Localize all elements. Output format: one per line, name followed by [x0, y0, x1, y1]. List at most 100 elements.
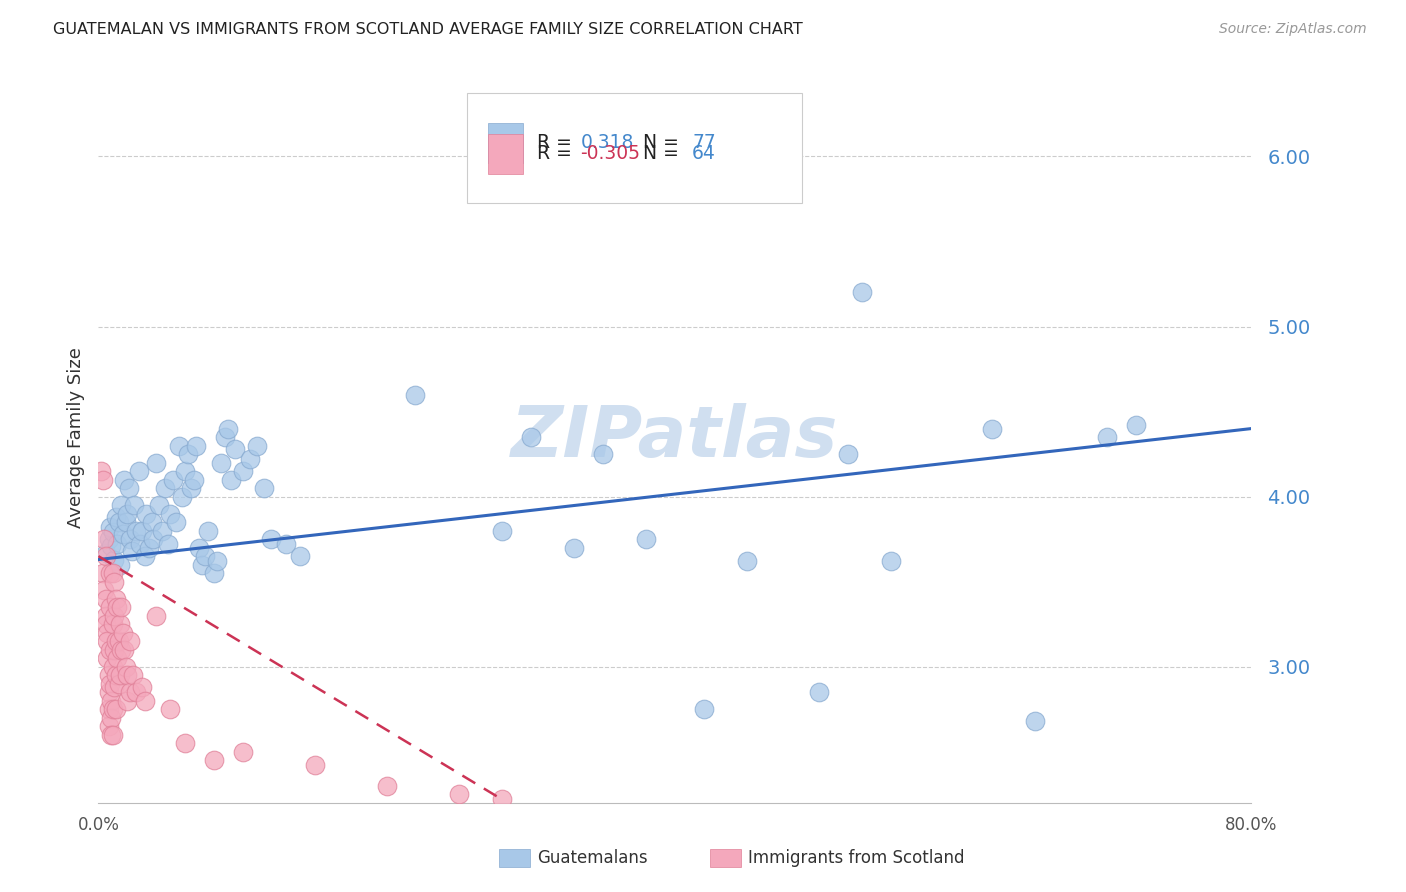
Point	[104, 668, 127, 682]
Point	[188, 541, 211, 555]
Point	[375, 779, 398, 793]
Point	[214, 430, 236, 444]
Point	[105, 600, 128, 615]
Point	[104, 510, 127, 524]
Point	[880, 554, 903, 568]
Point	[110, 498, 132, 512]
Point	[231, 464, 254, 478]
Text: ZIPatlas: ZIPatlas	[512, 402, 838, 472]
Point	[131, 680, 153, 694]
Text: 77: 77	[692, 133, 716, 153]
Point	[94, 591, 117, 606]
Point	[107, 677, 129, 691]
Point	[125, 685, 148, 699]
Point	[837, 447, 859, 461]
Point	[120, 685, 142, 699]
Point	[128, 464, 150, 478]
Text: 0.318: 0.318	[581, 133, 634, 153]
Point	[104, 702, 127, 716]
Point	[111, 527, 134, 541]
Point	[562, 541, 585, 555]
Point	[253, 481, 276, 495]
Point	[94, 549, 117, 563]
Point	[191, 558, 214, 572]
Point	[117, 507, 139, 521]
Point	[125, 524, 148, 538]
Point	[103, 608, 125, 623]
Point	[122, 668, 145, 682]
Point	[145, 456, 167, 470]
Point	[93, 583, 115, 598]
Point	[150, 524, 173, 538]
Point	[156, 537, 179, 551]
Point	[851, 285, 873, 300]
Point	[117, 694, 139, 708]
Point	[491, 524, 513, 538]
Point	[98, 566, 121, 581]
FancyBboxPatch shape	[488, 134, 523, 174]
Point	[101, 566, 124, 581]
Point	[96, 625, 118, 640]
Text: N =: N =	[631, 145, 685, 163]
Point	[153, 481, 176, 495]
Point	[447, 787, 470, 801]
Point	[90, 464, 112, 478]
FancyBboxPatch shape	[488, 122, 523, 163]
Text: GUATEMALAN VS IMMIGRANTS FROM SCOTLAND AVERAGE FAMILY SIZE CORRELATION CHART: GUATEMALAN VS IMMIGRANTS FROM SCOTLAND A…	[53, 22, 803, 37]
Point	[105, 651, 128, 665]
Point	[103, 680, 125, 694]
Point	[101, 659, 124, 673]
Point	[112, 642, 135, 657]
Point	[97, 668, 120, 682]
Point	[112, 473, 135, 487]
Point	[239, 452, 262, 467]
Point	[177, 447, 200, 461]
Point	[94, 546, 117, 560]
Point	[103, 552, 125, 566]
Point	[636, 532, 658, 546]
Point	[120, 532, 142, 546]
Point	[162, 473, 184, 487]
Point	[110, 600, 132, 615]
Point	[97, 719, 120, 733]
Point	[103, 574, 125, 589]
Point	[405, 387, 427, 401]
Point	[108, 617, 131, 632]
Point	[197, 524, 219, 538]
Text: R =: R =	[537, 133, 578, 153]
Point	[209, 456, 232, 470]
Text: Source: ZipAtlas.com: Source: ZipAtlas.com	[1219, 22, 1367, 37]
Point	[105, 537, 128, 551]
Point	[101, 728, 124, 742]
Point	[96, 634, 118, 648]
Point	[108, 668, 131, 682]
Point	[114, 659, 136, 673]
Point	[134, 694, 156, 708]
Point	[231, 745, 254, 759]
Point	[100, 694, 122, 708]
FancyBboxPatch shape	[467, 94, 801, 203]
Point	[592, 447, 614, 461]
Point	[159, 507, 181, 521]
Point	[91, 566, 114, 581]
Point	[120, 634, 142, 648]
Point	[219, 473, 242, 487]
Point	[735, 554, 758, 568]
Point	[129, 537, 152, 551]
Point	[202, 566, 225, 581]
Point	[174, 464, 197, 478]
Point	[101, 525, 124, 540]
Text: N =: N =	[631, 133, 685, 153]
Point	[159, 702, 181, 716]
Point	[97, 702, 120, 716]
Point	[121, 544, 143, 558]
Point	[91, 473, 114, 487]
Point	[138, 541, 160, 555]
Point	[108, 558, 131, 572]
Point	[304, 758, 326, 772]
Point	[260, 532, 283, 546]
Point	[1097, 430, 1119, 444]
Point	[246, 439, 269, 453]
Point	[167, 439, 190, 453]
Point	[134, 549, 156, 563]
